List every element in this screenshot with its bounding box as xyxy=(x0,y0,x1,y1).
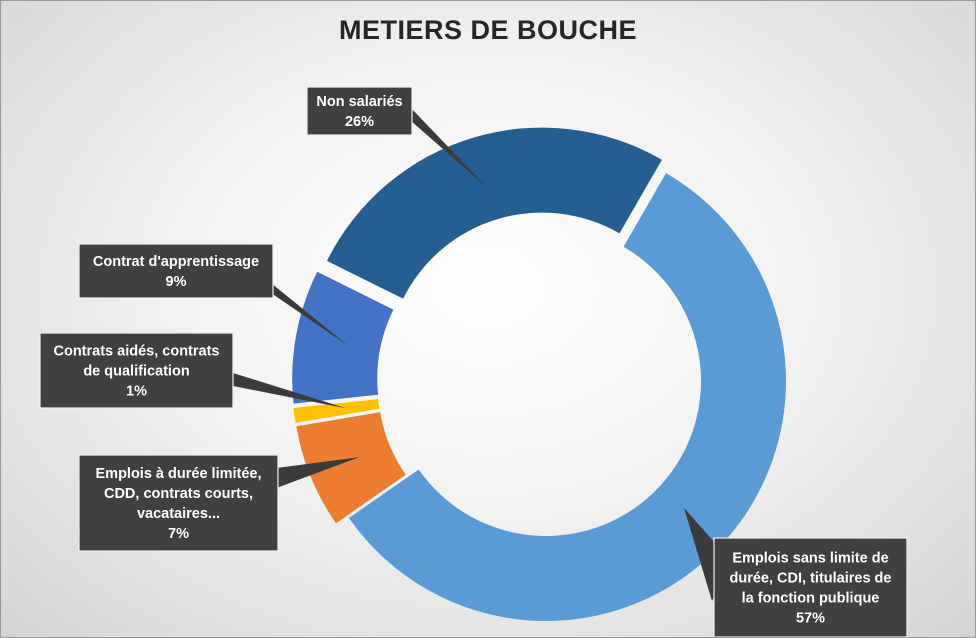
donut-slice xyxy=(348,173,786,621)
data-label-box xyxy=(713,537,908,637)
callout-pointer xyxy=(409,106,488,189)
data-label-percent: 7% xyxy=(168,526,189,542)
data-label-text: CDD, contrats courts, xyxy=(104,486,253,502)
data-label-box xyxy=(78,243,274,299)
chart-title: METIERS DE BOUCHE xyxy=(338,15,638,45)
donut-slice xyxy=(293,399,380,423)
data-label-percent: 26% xyxy=(345,114,374,130)
data-label-box xyxy=(306,86,413,136)
data-label-box xyxy=(78,454,279,552)
data-label-percent: 1% xyxy=(126,384,147,400)
data-label-text: Contrat d'apprentissage xyxy=(93,254,259,270)
data-label-box xyxy=(39,332,234,409)
data-label-text: la fonction publique xyxy=(742,591,880,607)
callout-pointer xyxy=(233,373,347,409)
data-label-text: vacataires... xyxy=(137,506,220,522)
data-label-percent: 9% xyxy=(166,274,187,290)
data-label-percent: 57% xyxy=(796,611,825,627)
callout-pointer xyxy=(263,457,360,493)
donut-slice xyxy=(296,412,406,524)
data-label-text: Emplois sans limite de xyxy=(732,551,888,567)
donut-slice xyxy=(292,271,394,404)
data-label-text: Non salariés xyxy=(316,94,402,110)
data-label-text: Emplois à durée limitée, xyxy=(96,466,262,482)
data-label-text: Contrats aidés, contrats xyxy=(54,344,220,360)
data-label-text: durée, CDI, titulaires de xyxy=(730,571,892,587)
data-label-text: de qualification xyxy=(83,364,189,380)
donut-slice xyxy=(326,127,662,299)
callout-pointer xyxy=(271,283,348,346)
